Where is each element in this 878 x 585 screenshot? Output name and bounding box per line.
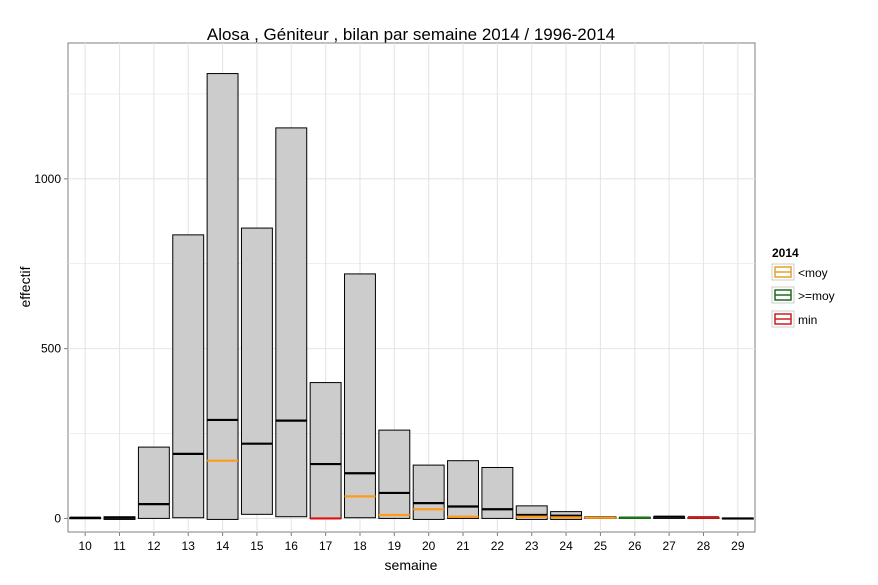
x-tick-label: 18 — [353, 539, 367, 553]
bar-range-week-16 — [275, 127, 308, 518]
legend: 2014 <moy >=moy min — [771, 246, 835, 328]
x-tick-label: 10 — [78, 539, 92, 553]
x-tick-label: 27 — [662, 539, 676, 553]
x-tick-label: 13 — [182, 539, 196, 553]
legend-label-below-mean: <moy — [798, 266, 828, 280]
bar-range-week-20 — [412, 464, 445, 520]
x-tick-label: 14 — [216, 539, 230, 553]
x-tick-label: 11 — [113, 539, 126, 553]
x-tick-label: 26 — [628, 539, 642, 553]
y-tick-label: 1000 — [34, 172, 61, 186]
x-tick-label: 15 — [250, 539, 264, 553]
x-tick-label: 20 — [422, 539, 436, 553]
bar-range-week-15 — [240, 227, 273, 515]
x-axis: 10 11 12 13 14 15 16 17 18 19 20 21 22 23 24 25 26 27 28 29 — [78, 532, 745, 553]
y-tick-label: 500 — [41, 342, 61, 356]
bar-range-week-21 — [447, 460, 479, 519]
y-axis-title: effectif — [17, 266, 33, 307]
legend-item-below-mean: <moy — [771, 263, 828, 281]
legend-item-min: min — [771, 310, 817, 328]
x-tick-label: 17 — [319, 539, 333, 553]
chart-title: Alosa , Géniteur , bilan par semaine 201… — [207, 25, 615, 44]
x-tick-label: 29 — [731, 539, 745, 553]
legend-title: 2014 — [772, 246, 799, 260]
bar-range-week-19 — [378, 429, 411, 519]
legend-label-above-mean: >=moy — [798, 289, 835, 303]
bar-range-week-13 — [172, 234, 205, 519]
legend-label-min: min — [798, 313, 817, 327]
plot-background — [67, 42, 756, 533]
plot-area — [67, 42, 756, 533]
y-tick-label: 0 — [54, 511, 61, 525]
x-tick-label: 21 — [456, 539, 470, 553]
x-tick-label: 12 — [147, 539, 161, 553]
x-tick-label: 25 — [594, 539, 608, 553]
x-tick-label: 16 — [285, 539, 299, 553]
bar-range-week-22 — [481, 466, 514, 519]
bar-range-week-14 — [206, 73, 239, 520]
x-axis-title: semaine — [385, 557, 438, 573]
bar-range-week-12 — [137, 446, 170, 519]
bars — [69, 73, 754, 520]
x-tick-label: 24 — [559, 539, 573, 553]
bar-range-week-17 — [309, 382, 342, 519]
x-tick-label: 28 — [697, 539, 711, 553]
x-tick-label: 22 — [491, 539, 505, 553]
legend-item-above-mean: >=moy — [771, 286, 835, 304]
x-tick-label: 19 — [388, 539, 402, 553]
bar-range-week-18 — [344, 273, 376, 519]
x-tick-label: 23 — [525, 539, 539, 553]
y-axis: 0 500 1000 — [34, 172, 68, 525]
